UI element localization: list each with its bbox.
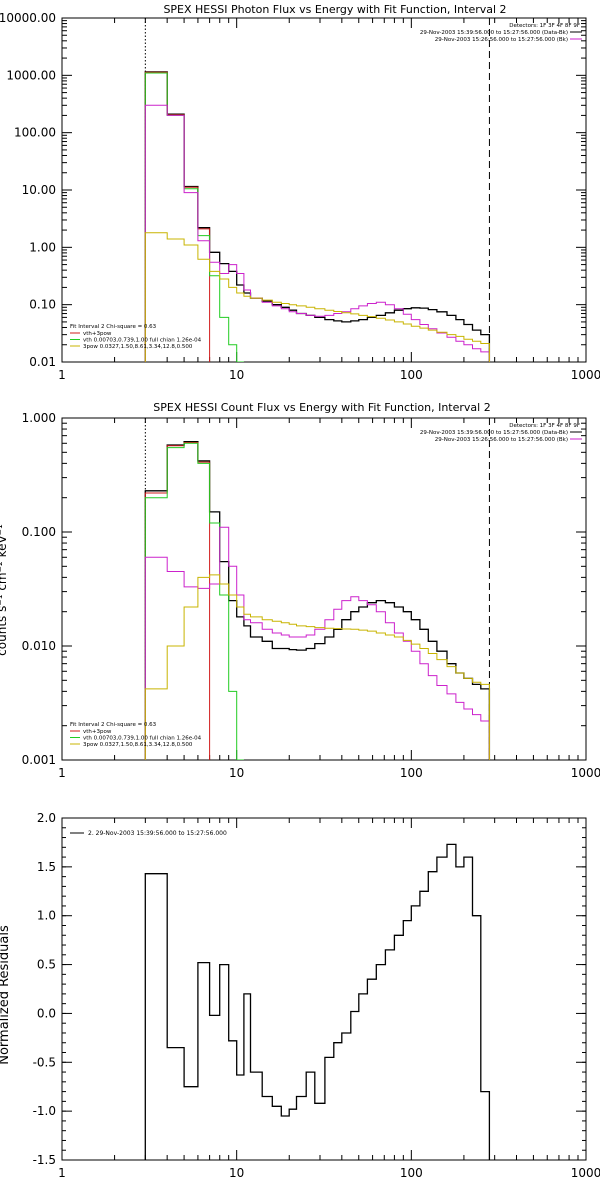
y-tick-label: 1.00 <box>29 240 56 254</box>
histogram-series-0 <box>144 843 491 1160</box>
histogram-series-3 <box>144 104 490 362</box>
histogram-series-1 <box>144 442 211 760</box>
series-group <box>144 843 491 1160</box>
x-tick-label: 100 <box>400 368 423 382</box>
top-legend-entry: 29-Nov-2003 15:26:56.000 to 15:27:56.000… <box>435 437 568 443</box>
fit-legend-entry: vth 0.00703,0.739,1.00 full chian 1.26e-… <box>83 736 202 742</box>
residuals-panel: Normalized Residuals 1 10 100 1000 -1.5 -1.0 -… <box>0 811 600 1180</box>
histogram-series-4 <box>144 232 490 362</box>
top-legend-entry: Detectors: 1F 3F 4F 8F 9F <box>509 423 580 429</box>
fit-legend-title: Fit Interval 2 Chi-square = 0.63 <box>70 722 157 728</box>
top-legend-entry: 29-Nov-2003 15:26:56.000 to 15:27:56.000… <box>435 37 568 43</box>
histogram-series-4 <box>144 574 490 760</box>
y-tick-label: 10000.00 <box>0 11 56 25</box>
top-legend-entry: 29-Nov-2003 15:39:56.000 to 15:27:56.000… <box>420 30 568 36</box>
x-tick-label: 100 <box>400 1166 423 1180</box>
fit-legend-entry: vth+3pow <box>83 331 112 337</box>
y-tick-label: 10.00 <box>22 183 56 197</box>
y-tick-label: 0.01 <box>29 355 56 369</box>
residuals-y-axis-label: Normalized Residuals <box>0 925 12 1065</box>
y-tick-label: 0.001 <box>22 753 56 767</box>
plot-frame <box>61 417 587 761</box>
x-tick-label: 10 <box>229 1166 244 1180</box>
histogram-series-2 <box>144 442 244 760</box>
y-tick-label: 0.5 <box>37 958 56 972</box>
series-group <box>144 71 491 362</box>
top-legend-entry: Detectors: 1F 3F 4F 8F 9F <box>509 23 580 29</box>
fit-legend-entry: vth+3pow <box>83 729 112 735</box>
fit-legend-entry: vth 0.00703,0.739,1.00 full chian 1.26e-… <box>83 338 202 344</box>
fit-legend-title: Fit Interval 2 Chi-square = 0.63 <box>70 324 157 330</box>
count-flux-y-axis-label: counts s⁻¹ cm⁻² keV⁻¹ <box>0 524 9 656</box>
y-tick-label: 0.100 <box>22 525 56 539</box>
y-tick-label: -1.5 <box>33 1153 56 1167</box>
y-tick-label: 0.10 <box>29 298 56 312</box>
x-tick-label: 100 <box>400 766 423 780</box>
fit-legend-entry: 3pow 0.0327,1.50,8.61,3.34,12.8,0.500 <box>83 742 193 748</box>
plot-frame <box>61 17 587 363</box>
residual-legend-entry: 2. 29-Nov-2003 15:39:56.000 to 15:27:56.… <box>88 830 227 837</box>
photon-flux-title: SPEX HESSI Photon Flux vs Energy with Fi… <box>163 3 506 16</box>
y-tick-label: 1.0 <box>37 909 56 923</box>
plot-frame <box>61 817 587 1161</box>
histogram-series-3 <box>144 526 490 760</box>
series-group <box>144 441 491 760</box>
y-tick-label: 2.0 <box>37 811 56 825</box>
y-tick-label: 1.5 <box>37 860 56 874</box>
x-tick-label: 1 <box>58 766 66 780</box>
x-tick-label: 10 <box>229 766 244 780</box>
y-tick-label: -1.0 <box>33 1104 56 1118</box>
histogram-series-0 <box>144 441 491 760</box>
top-legend-entry: 29-Nov-2003 15:39:56.000 to 15:27:56.000… <box>420 430 568 436</box>
y-tick-label: 0.010 <box>22 639 56 653</box>
y-tick-label: 1.000 <box>22 411 56 425</box>
fit-legend-entry: 3pow 0.0327,1.50,8.61,3.34,12.8,0.500 <box>83 344 193 350</box>
count-flux-panel: SPEX HESSI Count Flux vs Energy with Fit… <box>0 401 600 780</box>
histogram-series-0 <box>144 71 491 362</box>
y-tick-label: -0.5 <box>33 1055 56 1069</box>
photon-flux-panel: SPEX HESSI Photon Flux vs Energy with Fi… <box>0 3 600 382</box>
x-tick-label: 1000 <box>571 1166 600 1180</box>
x-tick-label: 1000 <box>571 766 600 780</box>
x-tick-label: 10 <box>229 368 244 382</box>
y-tick-label: 1000.00 <box>6 68 56 82</box>
x-tick-label: 1 <box>58 368 66 382</box>
y-tick-label: 100.00 <box>14 126 56 140</box>
x-tick-label: 1 <box>58 1166 66 1180</box>
y-tick-label: 0.0 <box>37 1006 56 1020</box>
x-tick-label: 1000 <box>571 368 600 382</box>
count-flux-title: SPEX HESSI Count Flux vs Energy with Fit… <box>153 401 490 414</box>
histogram-series-2 <box>144 72 244 362</box>
